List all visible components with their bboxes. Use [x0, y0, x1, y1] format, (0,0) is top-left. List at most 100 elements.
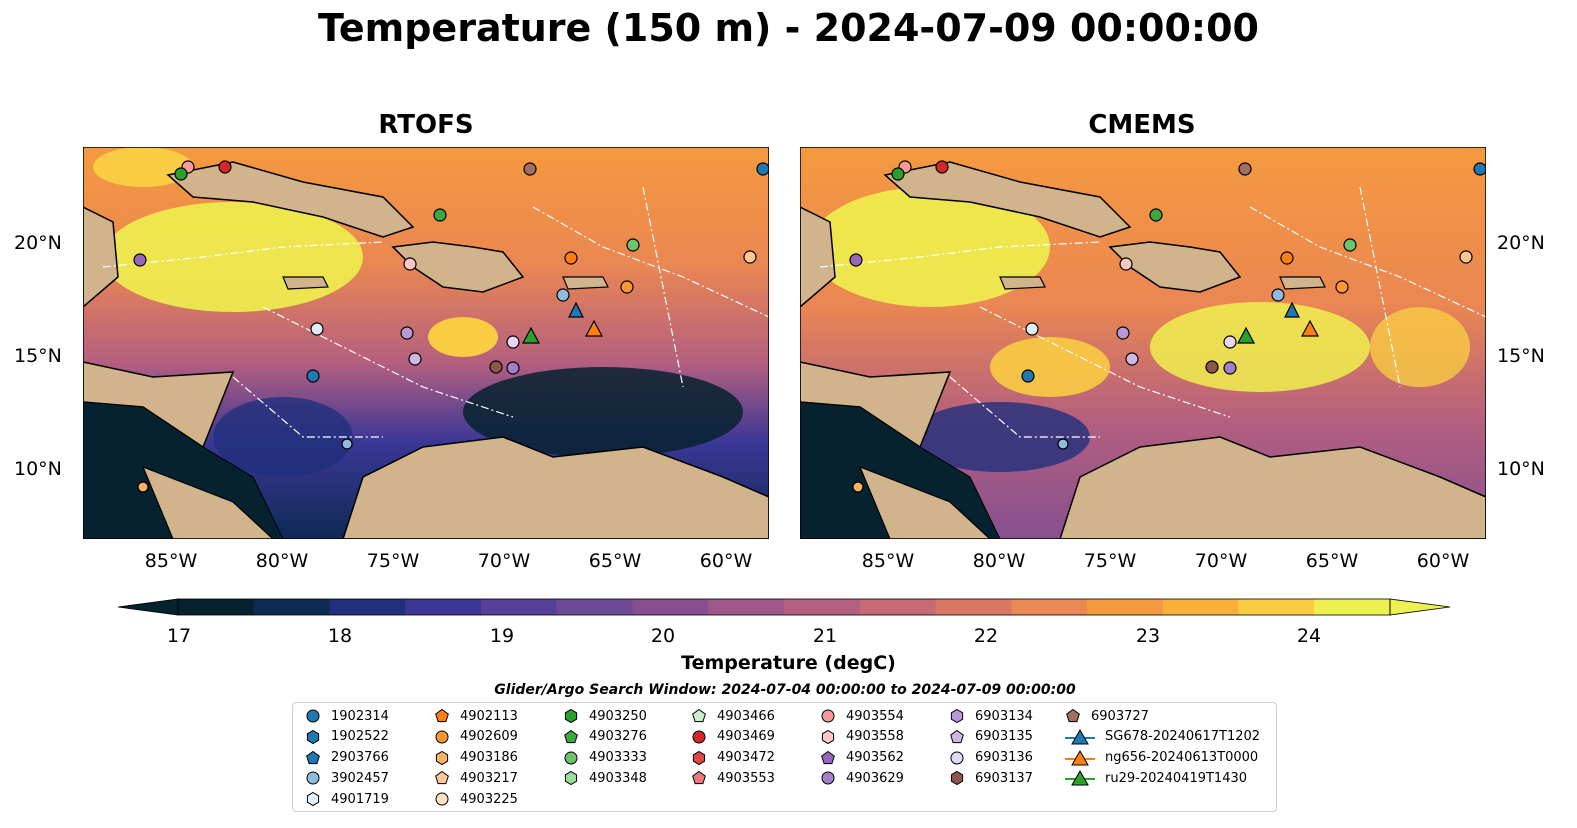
lon-label-80w-right: 80°W: [972, 550, 1026, 572]
legend-label: 6903135: [975, 729, 1033, 745]
legend-entry: 6903727: [1065, 706, 1149, 726]
legend-entry: 4903558: [820, 727, 904, 747]
lon-label-65w-left: 65°W: [588, 550, 642, 572]
colorbar-tick-22: 22: [973, 625, 999, 647]
colorbar-segment: [556, 599, 633, 615]
argo-pentagon-marker-icon: [435, 771, 449, 785]
legend-entry: 4903186: [434, 748, 518, 768]
colorbar-segment: [859, 599, 936, 615]
legend-entry: 4903469: [691, 727, 775, 747]
argo-hexagon-marker-icon: [306, 792, 320, 807]
lat-label-15n-left: 15°N: [14, 345, 62, 367]
legend-entry: 6903136: [949, 748, 1033, 768]
legend-entry: 4901719: [305, 789, 389, 809]
legend: 1902314 1902522 2903766 3902457 4901719 49021…: [292, 702, 1277, 812]
colorbar-segment: [708, 599, 785, 615]
legend-entry: 4903466: [691, 706, 775, 726]
colorbar-segment: [1162, 599, 1239, 615]
legend-label: 4903466: [717, 708, 775, 724]
legend-label: 4903472: [717, 750, 775, 766]
colorbar-segment: [1011, 599, 1088, 615]
legend-label: 4902113: [460, 708, 518, 724]
legend-entry: ru29-20240419T1430: [1065, 768, 1247, 788]
legend-entry: 2903766: [305, 748, 389, 768]
figure-title: Temperature (150 m) - 2024-07-09 00:00:0…: [317, 6, 1259, 50]
map-panel-cmems: [800, 147, 1486, 539]
legend-entry: 4903250: [563, 706, 647, 726]
legend-label: 1902314: [331, 708, 389, 724]
colorbar-segment: [178, 599, 255, 615]
legend-entry: 4903554: [820, 706, 904, 726]
lat-label-10n-right: 10°N: [1497, 458, 1545, 480]
lon-label-75w-right: 75°W: [1083, 550, 1137, 572]
colorbar-label: Temperature (degC): [681, 652, 896, 674]
lat-label-15n-right: 15°N: [1497, 345, 1545, 367]
argo-circle-marker-icon: [821, 771, 835, 785]
legend-label: 4903629: [846, 770, 904, 786]
argo-circle-marker-icon: [435, 792, 449, 806]
legend-entry: 4903217: [434, 768, 518, 788]
colorbar-segment: [405, 599, 482, 615]
legend-label: 1902522: [331, 729, 389, 745]
colorbar-tick-20: 20: [650, 625, 676, 647]
argo-circle-marker-icon: [306, 709, 320, 723]
colorbar-segment: [481, 599, 558, 615]
legend-label: 6903137: [975, 770, 1033, 786]
argo-circle-marker-icon: [306, 771, 320, 785]
legend-entry: 4903348: [563, 768, 647, 788]
colorbar-segment: [1238, 599, 1315, 615]
glider-triangle-marker-icon: [1065, 749, 1095, 766]
argo-pentagon-marker-icon: [692, 771, 706, 785]
colorbar-segment: [1087, 599, 1164, 615]
lat-label-20n-left: 20°N: [14, 232, 62, 254]
legend-entry: 4902609: [434, 727, 518, 747]
legend-entry: 4903553: [691, 768, 775, 788]
lon-label-80w-left: 80°W: [255, 550, 309, 572]
legend-label: 4903558: [846, 729, 904, 745]
colorbar-segment: [1314, 599, 1391, 615]
legend-entry: 6903135: [949, 727, 1033, 747]
colorbar-tick-23: 23: [1135, 625, 1161, 647]
argo-hexagon-marker-icon: [564, 708, 578, 724]
panel-title-cmems: CMEMS: [1088, 110, 1196, 140]
argo-pentagon-marker-icon: [821, 750, 835, 764]
legend-label: 4903225: [460, 791, 518, 807]
colorbar-segment: [329, 599, 406, 615]
glider-triangle-marker-icon: [1065, 770, 1095, 786]
legend-label: 4901719: [331, 791, 389, 807]
legend-entry: 4903333: [563, 748, 647, 768]
legend-label: 4903348: [589, 770, 647, 786]
colorbar-tick-17: 17: [166, 625, 192, 647]
colorbar-segment: [935, 599, 1012, 615]
lon-label-70w-right: 70°W: [1194, 550, 1248, 572]
lon-label-65w-right: 65°W: [1305, 550, 1359, 572]
lon-label-60w-left: 60°W: [699, 550, 753, 572]
legend-entry: 4903225: [434, 789, 518, 809]
colorbar-tick-18: 18: [327, 625, 353, 647]
lon-label-85w-left: 85°W: [144, 550, 198, 572]
argo-hexagon-marker-icon: [950, 771, 964, 786]
argo-pentagon-marker-icon: [1066, 708, 1080, 723]
legend-label: ng656-20240613T0000: [1105, 750, 1259, 766]
colorbar-segment: [253, 599, 330, 615]
argo-pentagon-marker-icon: [306, 750, 320, 764]
legend-label: 6903136: [975, 750, 1033, 766]
colorbar-segment: [784, 599, 861, 615]
legend-entry: SG678-20240617T1202: [1065, 727, 1260, 747]
legend-entry: 4903629: [820, 768, 904, 788]
legend-label: 4902609: [460, 729, 518, 745]
lon-label-75w-left: 75°W: [366, 550, 420, 572]
legend-entry: 4902113: [434, 706, 518, 726]
argo-circle-marker-icon: [950, 751, 964, 765]
legend-label: 4903217: [460, 770, 518, 786]
legend-entry: 3902457: [305, 768, 389, 788]
legend-label: 4903554: [846, 708, 904, 724]
legend-label: 3902457: [331, 770, 389, 786]
legend-label: ru29-20240419T1430: [1105, 770, 1248, 786]
legend-label: 2903766: [331, 750, 389, 766]
legend-label: 4903186: [460, 750, 518, 766]
lat-label-10n-left: 10°N: [14, 458, 62, 480]
legend-label: 4903553: [717, 770, 775, 786]
lon-label-85w-right: 85°W: [861, 550, 915, 572]
colorbar-extend-high: [1389, 598, 1451, 616]
